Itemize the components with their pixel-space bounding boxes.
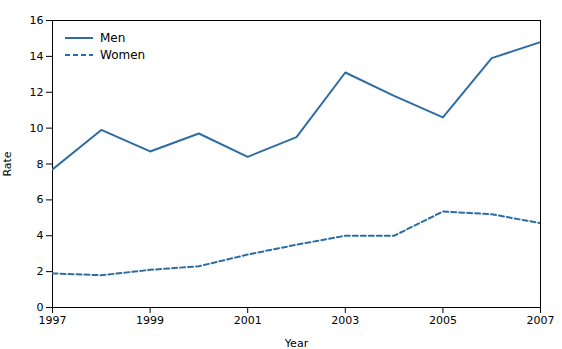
svg-text:14: 14 — [30, 50, 44, 63]
svg-text:1997: 1997 — [39, 314, 67, 327]
svg-text:2003: 2003 — [331, 314, 359, 327]
svg-text:6: 6 — [37, 193, 44, 206]
svg-text:Rate: Rate — [1, 151, 14, 176]
svg-text:12: 12 — [30, 86, 44, 99]
svg-text:4: 4 — [37, 229, 44, 242]
svg-text:1999: 1999 — [136, 314, 164, 327]
svg-text:2005: 2005 — [429, 314, 457, 327]
svg-text:2007: 2007 — [527, 314, 555, 327]
svg-text:10: 10 — [30, 122, 44, 135]
svg-text:0: 0 — [37, 301, 44, 314]
html-text:Men: Men — [100, 31, 126, 45]
svg-text:Year: Year — [284, 337, 309, 349]
svg-text:8: 8 — [37, 158, 44, 171]
svg-text:16: 16 — [30, 14, 44, 27]
svg-text:2: 2 — [37, 265, 44, 278]
svg-text:2001: 2001 — [234, 314, 262, 327]
html-text:Women: Women — [100, 48, 146, 62]
